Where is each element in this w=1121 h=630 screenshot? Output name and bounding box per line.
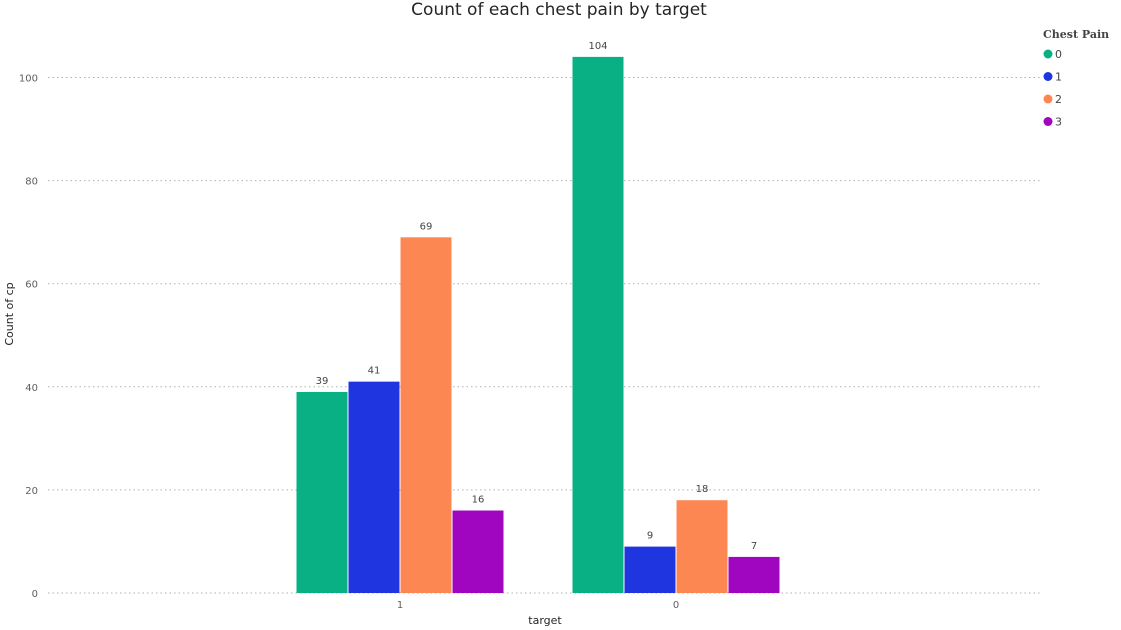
legend-item-0[interactable]: 0 [1043, 48, 1063, 61]
data-label: 9 [647, 531, 653, 542]
x-tick-label: 1 [397, 600, 403, 611]
y-axis-ticks: 0 20 40 60 80 100 [19, 74, 38, 601]
x-tick-label: 0 [673, 600, 679, 611]
data-labels: 39 41 69 16 104 9 18 7 [316, 41, 758, 552]
x-axis-title: target [528, 614, 562, 627]
chart-title: Count of each chest pain by target [411, 0, 707, 20]
bar-target-1-cp-1[interactable] [348, 381, 400, 593]
legend-item-1[interactable]: 1 [1043, 71, 1063, 84]
data-label: 18 [696, 484, 709, 495]
legend-marker [1043, 49, 1053, 59]
bar-target-1-cp-2[interactable] [400, 237, 452, 593]
y-tick-label: 20 [25, 486, 38, 497]
legend-label: 2 [1055, 93, 1062, 106]
bar-target-0-cp-1[interactable] [624, 546, 676, 593]
legend[interactable]: Chest Pain 0 1 2 3 [1043, 28, 1109, 129]
bar-target-1-cp-3[interactable] [452, 510, 504, 593]
legend-label: 0 [1055, 48, 1062, 61]
legend-marker [1043, 94, 1053, 104]
data-label: 69 [420, 221, 433, 232]
y-tick-label: 40 [25, 383, 38, 394]
legend-marker [1043, 117, 1053, 126]
legend-item-2[interactable]: 2 [1043, 93, 1063, 106]
y-tick-label: 0 [32, 589, 38, 600]
legend-label: 1 [1055, 71, 1062, 84]
bar-target-0-cp-0[interactable] [572, 56, 624, 593]
y-axis-title: Count of cp [3, 282, 16, 345]
data-label: 16 [472, 495, 485, 506]
legend-title: Chest Pain [1043, 28, 1109, 41]
data-label: 41 [368, 366, 381, 377]
data-label: 39 [316, 376, 329, 387]
bar-target-1-cp-0[interactable] [296, 391, 348, 593]
gridlines [48, 77, 1040, 594]
bar-target-0-cp-3[interactable] [728, 556, 780, 593]
bar-target-0-cp-2[interactable] [676, 500, 728, 593]
legend-item-3[interactable]: 3 [1043, 116, 1063, 129]
data-label: 7 [751, 541, 757, 552]
legend-marker [1043, 72, 1053, 81]
data-label: 104 [588, 41, 607, 52]
bars [296, 56, 780, 593]
legend-label: 3 [1055, 116, 1062, 129]
y-tick-label: 80 [25, 177, 38, 188]
y-tick-label: 60 [25, 280, 38, 291]
y-tick-label: 100 [19, 74, 38, 85]
